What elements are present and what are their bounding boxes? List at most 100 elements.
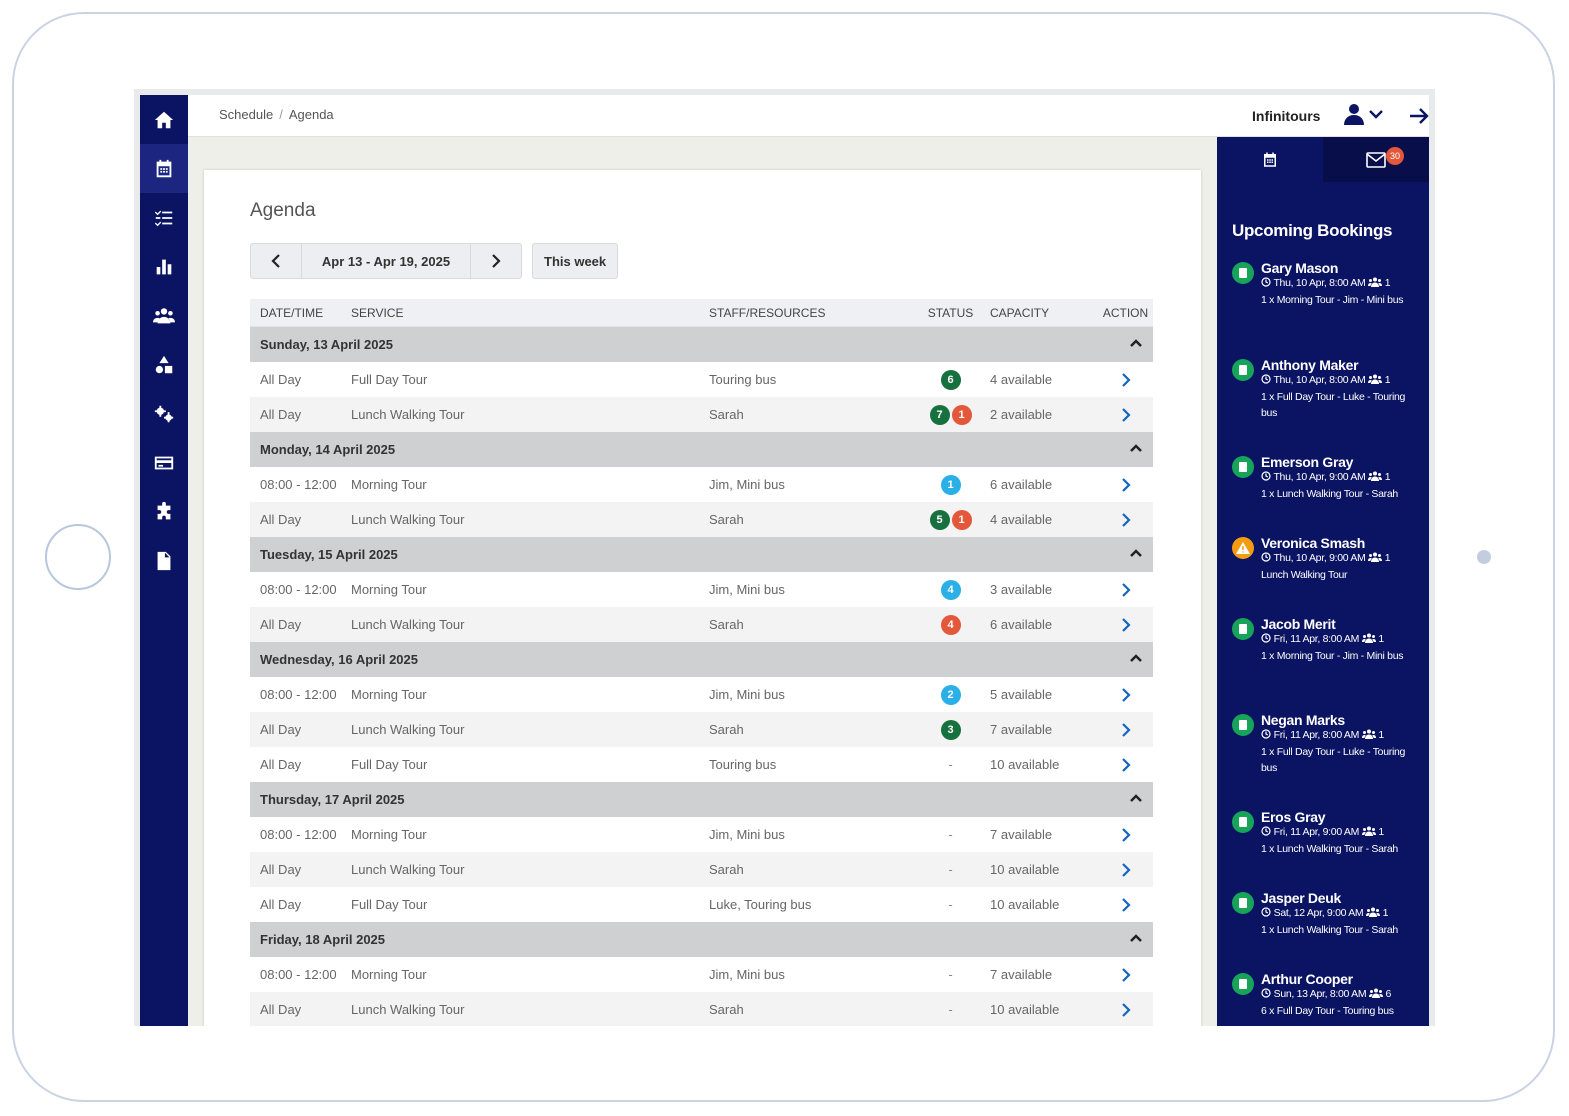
booking-meta: Thu, 10 Apr, 8:00 AM 1 [1261,374,1391,386]
booking-pax: 1 [1384,552,1391,564]
sidebar-item-settings[interactable] [140,389,188,438]
chevron-left-icon [271,254,280,268]
column-header-staff: STAFF/RESOURCES [709,305,826,320]
cell-service: Full Day Tour [351,897,428,912]
booking-time: Sun, 13 Apr, 8:00 AM [1273,988,1367,1000]
sidebar [140,95,188,1026]
collapse-day-button[interactable] [1129,546,1143,561]
booking-item[interactable]: Jacob Merit Fri, 11 Apr, 8:00 AM 1 1 x Mo… [1232,616,1422,686]
table-row: All Day Lunch Walking Tour Sarah 7 1 2 availa… [250,397,1153,432]
breadcrumb-agenda: Agenda [288,107,334,122]
user-menu[interactable] [1344,103,1384,125]
week-range[interactable]: Apr 13 - Apr 19, 2025 [301,244,471,278]
sidebar-item-home[interactable] [140,95,188,144]
cell-datetime: 08:00 - 12:00 [260,687,337,702]
collapse-day-button[interactable] [1129,931,1143,946]
open-session-button[interactable] [1098,722,1153,737]
cell-staff: Jim, Mini bus [709,687,785,702]
user-icon [1344,104,1364,125]
sidebar-item-schedule[interactable] [140,144,188,193]
chevron-right-icon [1121,477,1131,492]
table-row: All Day Lunch Walking Tour Sarah 5 1 4 availa… [250,502,1153,537]
this-week-button[interactable]: This week [532,243,619,279]
warning-icon [1236,542,1250,554]
calendar-icon [1264,152,1276,167]
cell-status: 2 [913,684,988,705]
day-label: Thursday, 17 April 2025 [260,792,405,807]
sidebar-item-services[interactable] [140,340,188,389]
open-session-button[interactable] [1098,687,1153,702]
booking-item[interactable]: Emerson Gray Thu, 10 Apr, 9:00 AM 1 1 x L… [1232,454,1422,524]
people-icon [1368,988,1383,998]
status-badge-blue: 2 [940,684,961,705]
open-session-button[interactable] [1098,827,1153,842]
day-label: Tuesday, 15 April 2025 [260,547,398,562]
breadcrumb: Schedule / Agenda [219,107,334,122]
collapse-day-button[interactable] [1129,336,1143,351]
booking-description: 1 x Full Day Tour - Luke - Touring bus [1261,746,1406,774]
collapse-day-button[interactable] [1129,651,1143,666]
booking-time: Thu, 10 Apr, 8:00 AM [1273,277,1366,289]
cogs-icon [154,405,174,422]
open-session-button[interactable] [1098,967,1153,982]
cell-status: - [913,862,988,877]
booking-meta: Sat, 12 Apr, 9:00 AM 1 [1261,907,1388,919]
next-week-button[interactable] [471,244,521,278]
people-icon [1361,729,1376,739]
tab-messages[interactable]: 30 [1323,137,1429,182]
cell-status: - [913,757,988,772]
tab-calendar[interactable] [1217,137,1323,182]
open-session-button[interactable] [1098,1002,1153,1017]
collapse-day-button[interactable] [1129,791,1143,806]
open-session-button[interactable] [1098,897,1153,912]
booking-item[interactable]: Negan Marks Fri, 11 Apr, 8:00 AM 1 1 x Fu… [1232,712,1422,782]
chart-icon [156,259,172,274]
sidebar-item-tasks[interactable] [140,193,188,242]
column-header-status: STATUS [927,305,974,320]
upcoming-bookings-title: Upcoming Bookings [1232,221,1393,240]
table-row: All Day Lunch Walking Tour Sarah 4 6 availab… [250,607,1153,642]
sidebar-item-integrations[interactable] [140,487,188,536]
clock-icon [1261,374,1271,384]
cell-capacity: 4 available [990,372,1053,387]
collapse-day-button[interactable] [1129,441,1143,456]
status-badge-green: 7 [929,404,950,425]
sidebar-item-reports[interactable] [140,242,188,291]
cell-service: Lunch Walking Tour [351,722,465,737]
prev-week-button[interactable] [251,244,301,278]
sidebar-item-documents[interactable] [140,536,188,585]
open-session-button[interactable] [1098,372,1153,387]
breadcrumb-schedule[interactable]: Schedule [219,107,274,122]
day-label: Wednesday, 16 April 2025 [260,652,418,667]
booking-item[interactable]: Veronica Smash Thu, 10 Apr, 9:00 AM 1 Lun… [1232,535,1422,605]
booking-description: 1 x Lunch Walking Tour - Sarah [1261,843,1398,855]
booking-item[interactable]: Eros Gray Fri, 11 Apr, 9:00 AM 1 1 x Lunc… [1232,809,1422,879]
open-session-button[interactable] [1098,757,1153,772]
open-session-button[interactable] [1098,582,1153,597]
booking-item[interactable]: Jasper Deuk Sat, 12 Apr, 9:00 AM 1 1 x Lu… [1232,890,1422,960]
cell-datetime: All Day [260,617,302,632]
open-session-button[interactable] [1098,862,1153,877]
booking-description: 1 x Morning Tour - Jim - Mini bus [1261,294,1404,306]
chevron-up-icon [1130,444,1142,452]
sidebar-item-payments[interactable] [140,438,188,487]
puzzle-icon [157,501,171,519]
cell-datetime: 08:00 - 12:00 [260,967,337,982]
cell-service: Morning Tour [351,827,427,842]
open-session-button[interactable] [1098,512,1153,527]
table-row: 08:00 - 12:00 Morning Tour Jim, Mini bus 2 5… [250,677,1153,712]
chevron-up-icon [1130,934,1142,942]
booking-item[interactable]: Gary Mason Thu, 10 Apr, 8:00 AM 1 1 x Mor… [1232,260,1422,330]
cell-datetime: All Day [260,897,302,912]
open-session-button[interactable] [1098,477,1153,492]
booking-pax: 1 [1378,826,1384,838]
top-bar: Schedule / Agenda Infinitours [188,95,1429,137]
booking-status-icon [1232,359,1254,381]
chevron-right-icon [1121,967,1131,982]
sidebar-item-customers[interactable] [140,291,188,340]
logout-button[interactable] [1408,105,1430,132]
booking-item[interactable]: Arthur Cooper Sun, 13 Apr, 8:00 AM 6 6 x … [1232,971,1422,1026]
booking-item[interactable]: Anthony Maker Thu, 10 Apr, 8:00 AM 1 1 x … [1232,357,1422,427]
open-session-button[interactable] [1098,407,1153,422]
open-session-button[interactable] [1098,617,1153,632]
